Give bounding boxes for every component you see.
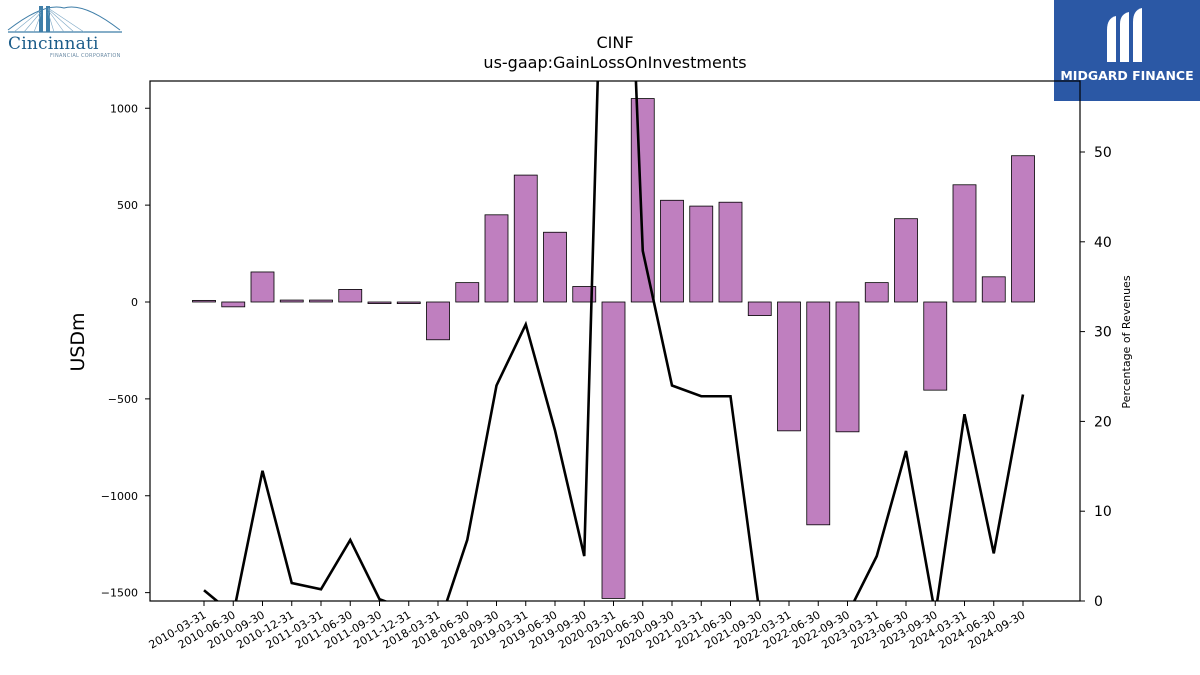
midgard-logo: MIDGARD FINANCE xyxy=(1054,0,1200,101)
bar xyxy=(221,301,246,308)
y-tick-label: −500 xyxy=(108,393,138,406)
y2-axis-label: Percentage of Revenues xyxy=(1120,275,1133,408)
bar xyxy=(250,271,275,303)
bar xyxy=(484,214,509,303)
bar xyxy=(981,276,1006,303)
cincinnati-logo: Cincinnati FINANCIAL CORPORATION xyxy=(4,4,124,60)
bar xyxy=(601,301,626,599)
bar xyxy=(396,301,421,305)
y-axis-label: USDm xyxy=(67,312,89,371)
bar xyxy=(952,184,977,303)
x-axis: 2010-03-312010-06-302010-09-302010-12-31… xyxy=(147,601,1028,652)
bar xyxy=(192,299,216,303)
bar xyxy=(455,282,480,303)
chart-title: CINF xyxy=(596,33,633,52)
y2-tick-label: 50 xyxy=(1094,145,1112,161)
cincinnati-subtitle: FINANCIAL CORPORATION xyxy=(50,53,121,59)
y2-tick-label: 0 xyxy=(1094,594,1103,610)
bar xyxy=(572,286,597,303)
bar xyxy=(660,199,684,303)
bar xyxy=(835,301,860,433)
bar xyxy=(689,205,714,303)
bridge-icon xyxy=(7,6,122,33)
bar xyxy=(630,98,655,303)
y2-tick-label: 30 xyxy=(1094,325,1112,341)
bar xyxy=(747,301,772,316)
y-tick-label: −1000 xyxy=(101,490,138,503)
y2-tick-label: 10 xyxy=(1094,504,1112,520)
midgard-mark-icon xyxy=(1107,8,1142,62)
plot-frame xyxy=(149,80,1081,602)
y-axis: 1000 500 0 −500 −1000 −1500 xyxy=(101,102,150,600)
bar xyxy=(894,218,918,303)
bar xyxy=(367,301,392,305)
bar xyxy=(777,301,801,432)
y-tick-label: 0 xyxy=(131,296,138,309)
bar xyxy=(1011,155,1035,303)
bar-series xyxy=(192,98,1035,599)
bar xyxy=(309,299,333,303)
cincinnati-wordmark: Cincinnati xyxy=(8,34,99,54)
chart-subtitle: us-gaap:GainLossOnInvestments xyxy=(483,53,746,72)
bar xyxy=(543,231,567,303)
y2-tick-label: 40 xyxy=(1094,235,1112,251)
bar xyxy=(338,289,363,303)
bar xyxy=(923,301,948,391)
y-tick-label: 1000 xyxy=(110,102,138,115)
bar xyxy=(718,201,743,303)
y2-tick-label: 20 xyxy=(1094,414,1112,430)
bar xyxy=(806,301,831,526)
line-path xyxy=(203,81,1025,601)
y-tick-label: 500 xyxy=(117,199,138,212)
y2-axis: 0 10 20 30 40 50 xyxy=(1080,145,1112,610)
y-tick-label: −1500 xyxy=(101,587,138,600)
midgard-wordmark: MIDGARD FINANCE xyxy=(1060,68,1194,83)
bar xyxy=(864,282,889,303)
line-series xyxy=(203,81,1025,601)
bar xyxy=(426,301,450,341)
bar xyxy=(279,299,304,303)
bar xyxy=(513,174,538,303)
